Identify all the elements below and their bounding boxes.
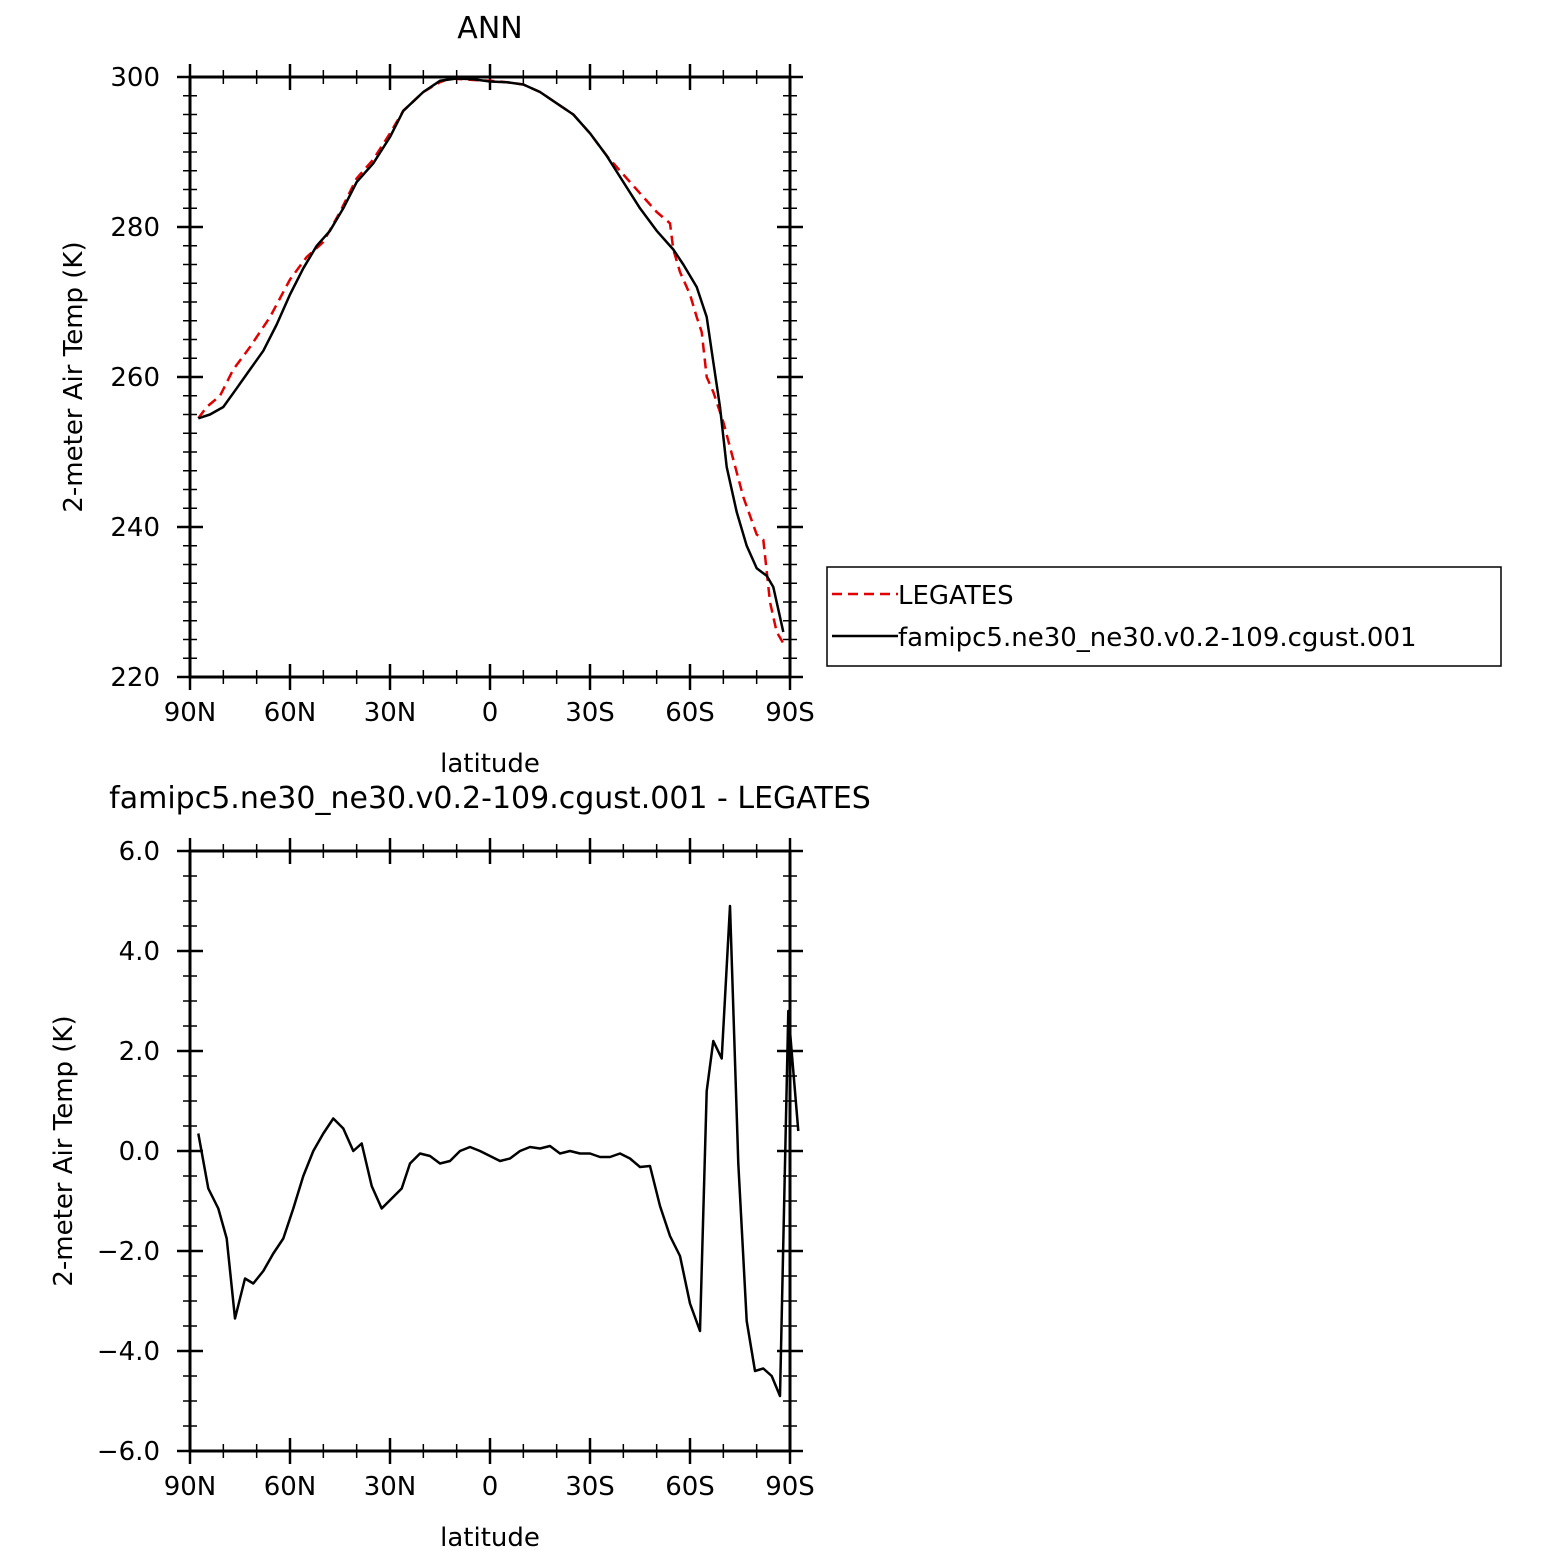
x-tick-label: 30S bbox=[565, 1472, 615, 1502]
x-tick-label: 90N bbox=[164, 1472, 217, 1502]
series-line-0 bbox=[197, 904, 800, 1398]
y-tick-label: 220 bbox=[110, 663, 160, 693]
series-line-1 bbox=[197, 77, 785, 633]
y-tick-label: −6.0 bbox=[97, 1437, 160, 1467]
x-tick-label: 60N bbox=[264, 698, 317, 728]
x-axis-label: latitude bbox=[440, 749, 540, 779]
y-axis-label: 2-meter Air Temp (K) bbox=[59, 241, 89, 512]
x-axis-label: latitude bbox=[440, 1523, 540, 1553]
x-tick-label: 90S bbox=[765, 1472, 815, 1502]
x-tick-label: 0 bbox=[482, 1472, 499, 1502]
y-tick-label: 6.0 bbox=[119, 837, 160, 867]
y-tick-label: 280 bbox=[110, 213, 160, 243]
x-tick-label: 60N bbox=[264, 1472, 317, 1502]
y-tick-label: 260 bbox=[110, 363, 160, 393]
climatology-panel: ANN 90N 60N 30N 0 30S 60S 90S 220 240 260 280 300 l… bbox=[59, 11, 815, 779]
y-tick-label: 0.0 bbox=[119, 1137, 160, 1167]
x-tick-label: 60S bbox=[665, 698, 715, 728]
panel-title: ANN bbox=[457, 11, 522, 46]
x-tick-label: 90S bbox=[765, 698, 815, 728]
x-tick-label: 30S bbox=[565, 698, 615, 728]
legend: LEGATES famipc5.ne30_ne30.v0.2-109.cgust… bbox=[826, 566, 1502, 667]
y-tick-label: −2.0 bbox=[97, 1237, 160, 1267]
plot-frame bbox=[188, 75, 792, 679]
y-tick-label: −4.0 bbox=[97, 1337, 160, 1367]
y-tick-label: 300 bbox=[110, 63, 160, 93]
y-tick-label: 240 bbox=[110, 513, 160, 543]
plot-area: 90N 60N 30N 0 30S 60S 90S 220 240 260 280 300 bbox=[110, 63, 814, 728]
difference-panel: famipc5.ne30_ne30.v0.2-109.cgust.001 - L… bbox=[49, 781, 871, 1553]
series-line-0 bbox=[197, 77, 785, 644]
legend-label-legates: LEGATES bbox=[898, 581, 1014, 611]
panel-title: famipc5.ne30_ne30.v0.2-109.cgust.001 - L… bbox=[109, 781, 871, 816]
legend-box bbox=[826, 566, 1502, 667]
y-axis-label: 2-meter Air Temp (K) bbox=[49, 1015, 79, 1286]
x-tick-label: 90N bbox=[164, 698, 217, 728]
x-tick-label: 30N bbox=[364, 1472, 417, 1502]
plot-frame bbox=[188, 849, 792, 1453]
y-tick-label: 4.0 bbox=[119, 937, 160, 967]
plot-area: 90N 60N 30N 0 30S 60S 90S −6.0 −4.0 −2.0 0.0 2.0 4.0… bbox=[97, 837, 815, 1502]
x-tick-label: 0 bbox=[482, 698, 499, 728]
x-tick-label: 30N bbox=[364, 698, 417, 728]
y-tick-label: 2.0 bbox=[119, 1037, 160, 1067]
x-tick-label: 60S bbox=[665, 1472, 715, 1502]
legend-label-model: famipc5.ne30_ne30.v0.2-109.cgust.001 bbox=[898, 623, 1417, 653]
